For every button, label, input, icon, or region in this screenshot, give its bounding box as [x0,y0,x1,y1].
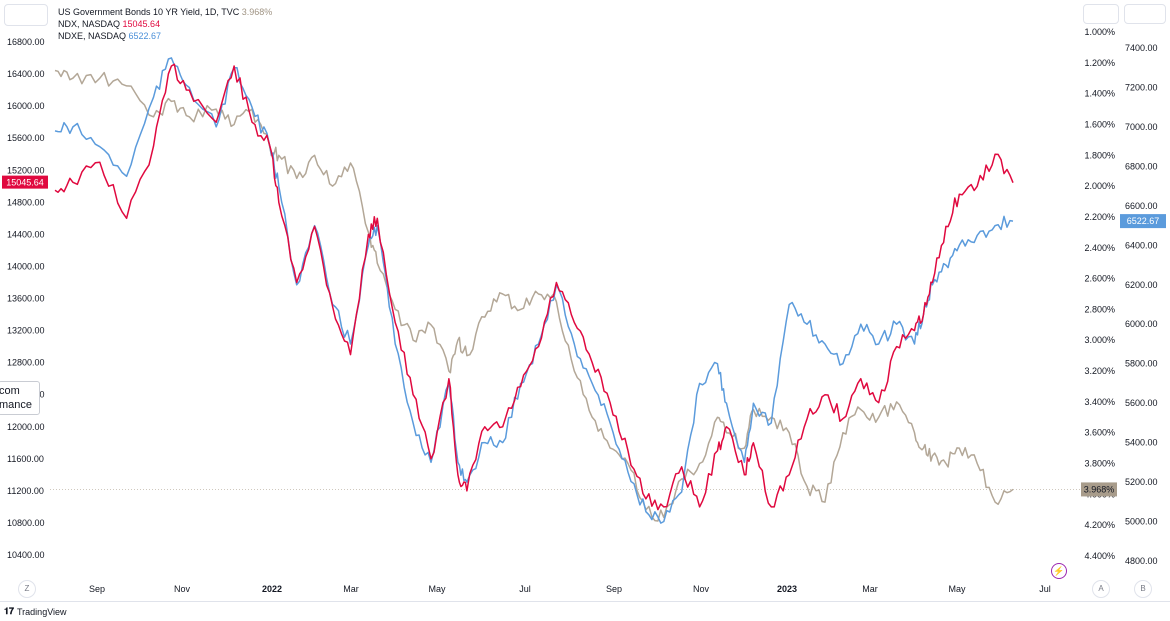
right-axis-tick: 6200.00 [1125,280,1158,290]
right-axis-tick: 6400.00 [1125,240,1158,250]
legend-ndxe[interactable]: NDXE, NASDAQ 6522.67 [58,31,162,41]
right-pct-tick: 2.800% [1084,304,1115,314]
popup-line-2: mance [0,399,33,411]
top-right-button-2[interactable] [1124,4,1166,24]
left-axis-tick: 16400.00 [7,69,45,79]
bond-last-label-bg [1081,482,1117,497]
left-axis-tick: 12000.00 [7,422,45,432]
top-right-button-1[interactable] [1083,4,1119,24]
chart-canvas[interactable]: Sep Nov 2022 Mar May Jul Sep Nov 2023 Mar May Jul 16… [0,0,1170,600]
left-axis-tick: 10400.00 [7,550,45,560]
left-axis-tick: 15200.00 [7,165,45,175]
right-axis-tick: 5000.00 [1125,517,1158,527]
left-axis-tick: 11200.00 [7,486,44,496]
right-axis-tick: 6600.00 [1125,201,1158,211]
right-axis-tick: 7000.00 [1125,122,1158,132]
right-axis-tick: 5800.00 [1125,359,1158,369]
x-tick-label: Jul [1039,584,1051,594]
left-axis-tick: 14000.00 [7,261,45,271]
tradingview-logo-icon: 𝟏𝟕 [4,606,15,616]
right-axis-tick: 7400.00 [1125,43,1158,53]
right-pct-tick: 3.200% [1084,366,1115,376]
left-axis-tick: 14400.00 [7,229,45,239]
right-pct-tick: 4.400% [1084,551,1115,561]
x-tick-label: Sep [606,584,622,594]
right-pct-tick: 1.800% [1084,150,1115,160]
right-pct-tick: 1.600% [1084,119,1115,129]
ndxe-last-label-bg [1120,214,1166,229]
x-tick-label: May [428,584,446,594]
tooltip-popup: com mance [0,381,40,415]
auto-scale-button[interactable]: A [1092,580,1110,598]
ndx-line [54,63,1014,511]
x-tick-label: May [948,584,966,594]
tradingview-brand[interactable]: 𝟏𝟕 TradingView [4,606,67,617]
b-button[interactable]: B [1134,580,1152,598]
left-axis-tick: 13600.00 [7,294,45,304]
x-tick-label: 2023 [777,584,797,594]
right-pct-tick: 3.000% [1084,335,1115,345]
legend-ndx[interactable]: NDX, NASDAQ 15045.64 [58,19,161,29]
left-axis-tick: 16000.00 [7,101,45,111]
right-pct-tick: 3.400% [1084,397,1115,407]
right-pct-tick: 1.200% [1084,58,1115,68]
x-tick-label: Sep [89,584,105,594]
footer: 𝟏𝟕 TradingView [0,601,1170,621]
bond-line [54,69,1014,522]
right-pct-tick: 2.000% [1084,181,1115,191]
legend: US Government Bonds 10 YR Yield, 1D, TVC… [58,6,272,42]
right-pct-tick: 4.200% [1084,520,1115,530]
right-axis-tick: 7200.00 [1125,82,1158,92]
zoom-button[interactable]: Z [18,580,36,598]
popup-line-1: com [0,385,20,397]
right-pct-tick: 2.200% [1084,212,1115,222]
x-tick-label: Nov [174,584,191,594]
right-axis-tick: 5200.00 [1125,477,1158,487]
right-axis-tick: 4800.00 [1125,556,1158,566]
right-axis-tick: 5600.00 [1125,398,1158,408]
ndxe-line [54,57,1014,524]
lightning-icon[interactable]: ⚡ [1051,563,1067,579]
right-axis-tick: 6800.00 [1125,161,1158,171]
ndx-last-label: 15045.64 [6,178,44,188]
right-pct-tick: 3.800% [1084,459,1115,469]
right-axis-tick: 5400.00 [1125,438,1158,448]
legend-bond[interactable]: US Government Bonds 10 YR Yield, 1D, TVC… [58,7,273,17]
x-tick-label: 2022 [262,584,282,594]
ndx-last-label-bg [2,175,48,189]
left-axis-tick: 16800.00 [7,37,45,47]
left-axis-tick: 11600.00 [7,454,44,464]
right-pct-tick: 1.000% [1084,27,1115,37]
right-pct-tick: 3.600% [1084,428,1115,438]
right-pct-tick: 1.400% [1084,89,1115,99]
right-pct-tick: 2.400% [1084,243,1115,253]
x-tick-label: Jul [519,584,531,594]
ndxe-last-label: 6522.67 [1127,216,1160,226]
x-tick-label: Mar [343,584,359,594]
x-tick-label: Nov [693,584,710,594]
left-axis-tick: 15600.00 [7,133,45,143]
left-axis-tick: 10800.00 [7,518,45,528]
top-left-button[interactable] [4,4,48,26]
right-axis-tick: 6000.00 [1125,319,1158,329]
left-axis-tick: 14800.00 [7,197,45,207]
x-tick-label: Mar [862,584,878,594]
left-axis-tick: 12800.00 [7,358,45,368]
bond-last-label: 3.968% [1084,484,1115,494]
right-pct-tick: 2.600% [1084,274,1115,284]
left-axis-tick: 13200.00 [7,326,45,336]
